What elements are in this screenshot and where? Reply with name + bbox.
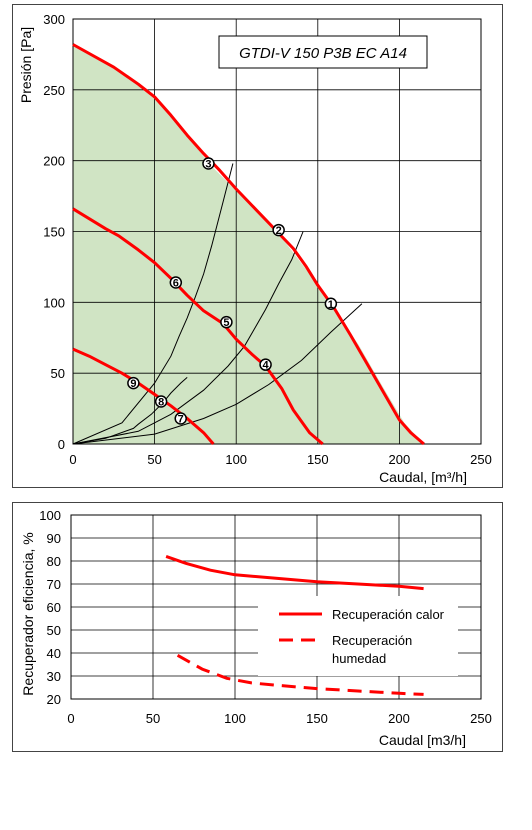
legend-label-heat: Recuperación calor [332, 607, 445, 622]
marker-label: 9 [130, 378, 136, 390]
marker-circle [174, 412, 187, 425]
y-tick-label: 60 [47, 600, 61, 615]
legend-label-humidity-line1: Recuperación [332, 633, 412, 648]
operating-point-marker: 1 [324, 297, 338, 311]
x-axis-label: Caudal [m3/h] [379, 732, 466, 748]
marker-circle [324, 297, 338, 310]
marker-circle [220, 315, 233, 329]
series-line-heat-recovery [165, 554, 424, 591]
legend-label-humidity-line2: humedad [332, 651, 386, 666]
y-tick-label: 40 [47, 646, 61, 661]
operating-point-marker: 5 [220, 315, 233, 329]
model-box [218, 35, 428, 69]
operating-point-marker: 9 [127, 376, 140, 390]
marker-label: 5 [223, 317, 229, 329]
marker-circle [202, 157, 215, 170]
x-tick-label: 200 [388, 711, 410, 726]
marker-label: 7 [178, 414, 184, 426]
x-tick-label: 250 [470, 452, 492, 467]
operating-point-marker: 2 [272, 223, 285, 237]
y-tick-label: 30 [47, 669, 61, 684]
x-tick-label: 50 [146, 711, 160, 726]
marker-label: 6 [173, 278, 179, 290]
marker-label: 3 [205, 159, 211, 171]
x-tick-label: 100 [224, 711, 246, 726]
y-axis-label: Recuperador eficiencia, % [20, 532, 36, 695]
y-tick-label: 50 [47, 623, 61, 638]
x-tick-label: 100 [225, 452, 247, 467]
system-curve [72, 377, 188, 445]
chart-title: GTDI-V 150 P3B EC A14 [239, 45, 407, 62]
marker-circle [169, 276, 183, 289]
y-tick-label: 100 [43, 295, 65, 310]
y-tick-label: 100 [39, 508, 61, 523]
marker-circle [154, 395, 168, 408]
y-tick-label: 90 [47, 531, 61, 546]
system-curve [72, 303, 363, 445]
marker-label: 1 [328, 299, 334, 311]
system-curve [72, 231, 304, 445]
x-tick-label: 150 [306, 711, 328, 726]
marker-label: 4 [263, 360, 270, 372]
y-tick-label: 200 [43, 154, 65, 169]
plot-frame [70, 514, 482, 700]
system-curve [72, 163, 234, 445]
legend-box [258, 596, 458, 676]
y-tick-label: 80 [47, 554, 61, 569]
marker-label: 2 [276, 225, 282, 237]
y-axis-label: Presión [Pa] [18, 27, 34, 103]
operating-area [73, 44, 424, 444]
operating-point-marker: 4 [259, 358, 272, 372]
y-tick-label: 300 [43, 12, 65, 27]
x-tick-label: 250 [470, 711, 492, 726]
y-tick-label: 150 [43, 225, 65, 240]
operating-point-marker: 3 [202, 157, 215, 171]
x-tick-label: 0 [69, 452, 76, 467]
y-tick-label: 50 [51, 366, 65, 381]
y-tick-label: 70 [47, 577, 61, 592]
operating-point-marker: 7 [174, 412, 187, 426]
legend-label-humidity: Recuperación humedad [332, 633, 412, 666]
x-tick-label: 0 [67, 711, 74, 726]
fan-curve [72, 347, 215, 445]
y-tick-label: 250 [43, 83, 65, 98]
y-tick-label: 0 [58, 437, 65, 452]
x-axis-label: Caudal, [m³/h] [379, 469, 467, 485]
operating-point-marker: 6 [169, 276, 183, 290]
marker-circle [272, 223, 285, 237]
x-tick-label: 200 [389, 452, 411, 467]
x-tick-label: 150 [307, 452, 329, 467]
marker-circle [127, 376, 140, 390]
operating-point-marker: 8 [154, 395, 168, 409]
y-tick-label: 20 [47, 692, 61, 707]
marker-label: 8 [158, 397, 164, 409]
fan-curve [72, 207, 324, 446]
plot-frame [72, 18, 482, 445]
x-tick-label: 50 [147, 452, 161, 467]
marker-circle [259, 358, 272, 371]
